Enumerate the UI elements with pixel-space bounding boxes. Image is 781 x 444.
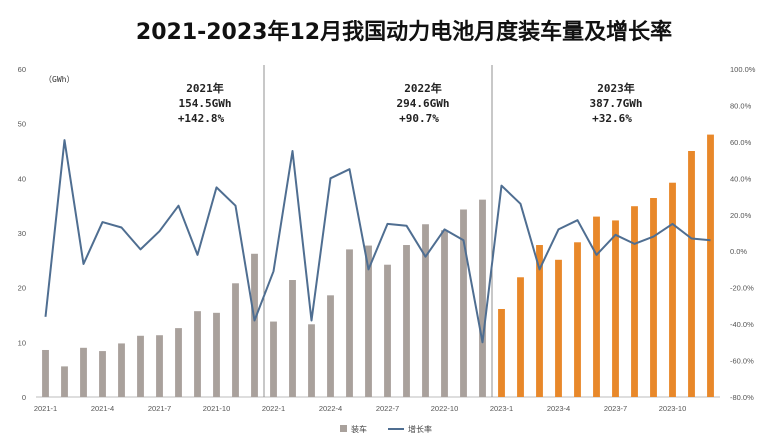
year-annotations: 2021年 154.5GWh +142.8% 2022年 294.6GWh +90.7% 2… [178, 81, 643, 125]
growth-rate-line [44, 139, 711, 344]
right-tick-label: 20.0% [730, 211, 752, 220]
right-tick-label: 60.0% [730, 138, 752, 147]
annotation-total: 294.6GWh [397, 97, 450, 110]
left-tick-label: 0 [22, 393, 26, 402]
bar [612, 220, 619, 397]
left-axis-unit: （GWh） [44, 75, 74, 84]
annotation-year: 2021年 [186, 81, 224, 95]
x-tick-label: 2022-4 [319, 404, 342, 413]
left-tick-label: 10 [18, 338, 26, 347]
chart-title: 2021-2023年12月我国动力电池月度装车量及增长率 [136, 19, 672, 45]
axes: 0 10 20 30 40 50 60 -80.0% -60.0% -40.0% -20.0% 0.0… [18, 65, 756, 413]
legend-bar-swatch [340, 425, 347, 432]
annotation-year: 2022年 [404, 81, 442, 95]
bar [118, 343, 125, 397]
left-tick-label: 60 [18, 65, 26, 74]
bar [422, 224, 429, 397]
line-series [44, 139, 711, 344]
bar [631, 206, 638, 397]
bar-series [42, 134, 714, 397]
right-tick-label: 40.0% [730, 174, 752, 183]
x-tick-label: 2021-1 [34, 404, 57, 413]
right-tick-label: -80.0% [730, 393, 754, 402]
bar [61, 366, 68, 397]
bar [574, 242, 581, 397]
legend-bar-label: 装车 [351, 424, 367, 434]
bar [365, 245, 372, 397]
annotation-year: 2023年 [597, 81, 635, 95]
bar [441, 230, 448, 397]
bar [346, 249, 353, 397]
bar [289, 280, 296, 397]
bar [270, 321, 277, 397]
bar [156, 335, 163, 397]
bar [327, 295, 334, 397]
bar [650, 198, 657, 397]
bar [194, 311, 201, 397]
bar [308, 324, 315, 397]
annotation-growth: +90.7% [399, 112, 439, 125]
bar [688, 151, 695, 397]
x-tick-label: 2023-4 [547, 404, 570, 413]
bar [42, 349, 49, 397]
bar [460, 209, 467, 397]
left-tick-label: 40 [18, 174, 26, 183]
bar [536, 245, 543, 397]
left-tick-label: 50 [18, 120, 26, 129]
bar [403, 245, 410, 397]
bar [479, 199, 486, 397]
x-tick-label: 2022-1 [262, 404, 285, 413]
bar [80, 347, 87, 397]
bar [175, 328, 182, 397]
bar [232, 283, 239, 397]
annotation-total: 387.7GWh [590, 97, 643, 110]
right-tick-label: -20.0% [730, 284, 754, 293]
x-tick-label: 2023-10 [659, 404, 687, 413]
year-separators [263, 65, 493, 397]
x-tick-label: 2021-10 [203, 404, 231, 413]
bar [707, 134, 714, 397]
bar [555, 259, 562, 397]
left-tick-label: 20 [18, 284, 26, 293]
annotation-growth: +32.6% [592, 112, 632, 125]
right-tick-label: 100.0% [730, 65, 756, 74]
right-tick-label: 0.0% [730, 247, 747, 256]
x-tick-label: 2021-4 [91, 404, 114, 413]
bar [99, 351, 106, 397]
right-tick-label: -60.0% [730, 357, 754, 366]
bar [251, 253, 258, 397]
bar [498, 308, 505, 397]
x-tick-label: 2023-1 [490, 404, 513, 413]
right-tick-label: 80.0% [730, 101, 752, 110]
bar [384, 264, 391, 397]
annotation-total: 154.5GWh [179, 97, 232, 110]
left-tick-label: 30 [18, 229, 26, 238]
x-tick-label: 2021-7 [148, 404, 171, 413]
bar [213, 312, 220, 397]
legend: 装车 增长率 [340, 424, 432, 434]
bar [517, 277, 524, 397]
bar [137, 335, 144, 397]
bar [669, 182, 676, 397]
legend-line-label: 增长率 [408, 424, 432, 434]
x-tick-label: 2022-10 [431, 404, 459, 413]
right-tick-label: -40.0% [730, 320, 754, 329]
x-tick-label: 2023-7 [604, 404, 627, 413]
bar [593, 216, 600, 397]
x-tick-label: 2022-7 [376, 404, 399, 413]
annotation-growth: +142.8% [178, 112, 225, 125]
